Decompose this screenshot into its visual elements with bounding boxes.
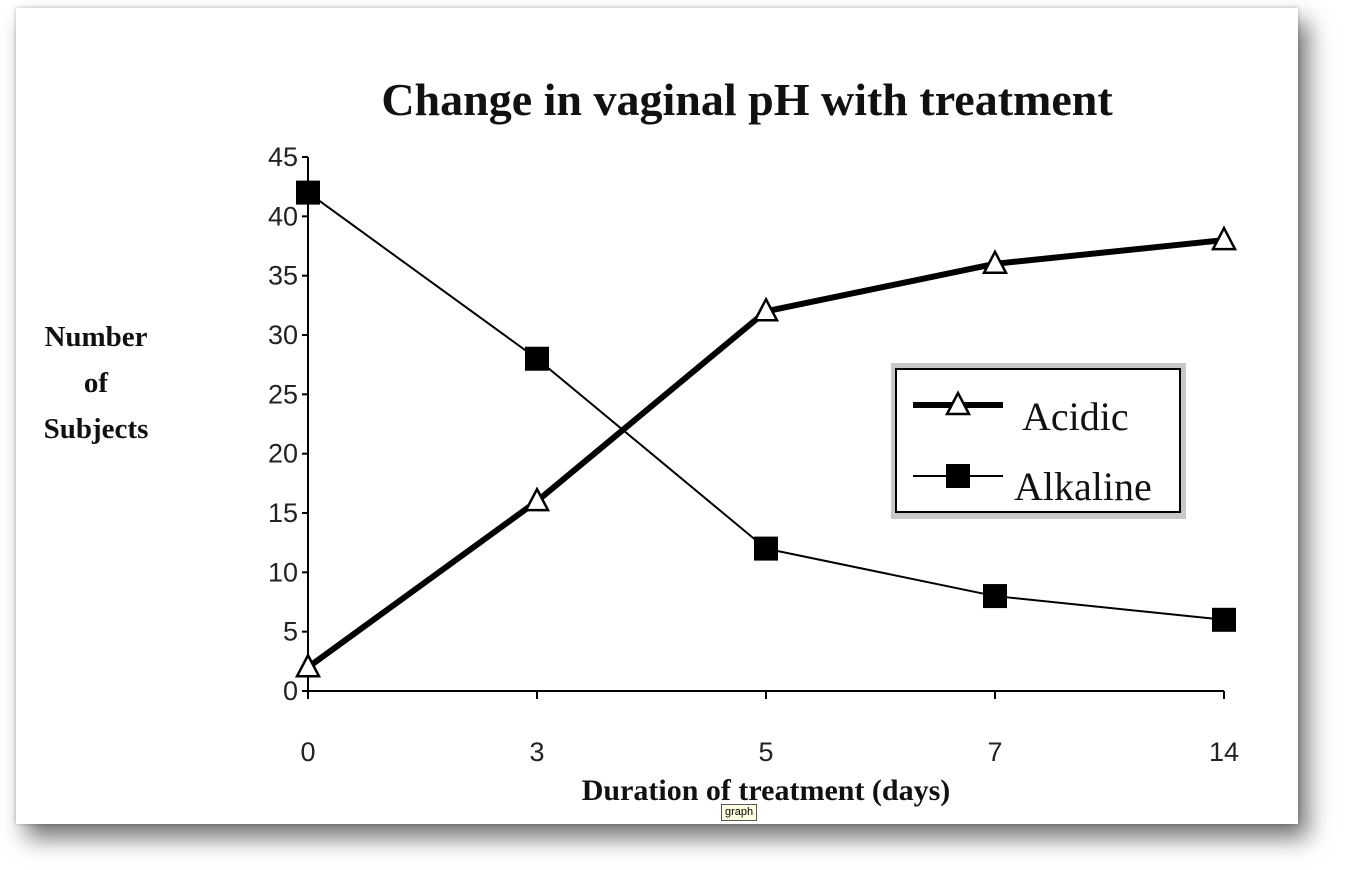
legend-box	[895, 368, 1181, 513]
alkaline-point	[1212, 607, 1236, 632]
y-tick-label: 45	[268, 142, 298, 172]
y-tick-label: 0	[283, 676, 298, 706]
x-tick-label: 0	[300, 737, 315, 767]
alkaline-point	[983, 584, 1007, 609]
x-tick-label: 7	[987, 737, 1002, 767]
y-tick-label: 25	[268, 379, 298, 409]
x-tick-label: 14	[1209, 737, 1239, 767]
series-layer	[294, 180, 1238, 678]
y-axis-label-line: Number	[44, 321, 147, 353]
legend: Acidic Alkaline	[891, 363, 1186, 519]
y-tick-label: 35	[268, 261, 298, 291]
acidic-point	[523, 486, 551, 512]
y-tick-label: 10	[268, 557, 298, 587]
y-tick-label: 20	[268, 439, 298, 469]
alkaline-point	[296, 180, 320, 205]
y-tick-label: 40	[268, 201, 298, 231]
y-axis-label-line: Subjects	[44, 413, 149, 445]
legend-acidic-label: Acidic	[1022, 394, 1129, 439]
y-tick-label: 15	[268, 498, 298, 528]
y-tick-label: 5	[283, 617, 298, 647]
x-axis-label: Duration of treatment (days)	[582, 774, 951, 807]
y-tick-label: 30	[268, 320, 298, 350]
chart-title: Change in vaginal pH with treatment	[381, 74, 1113, 125]
y-axis-label-line: of	[84, 367, 109, 399]
alkaline-point	[525, 346, 549, 371]
legend-acidic-marker	[944, 390, 972, 416]
acidic-point	[294, 652, 322, 678]
graph-tooltip: graph	[721, 804, 758, 821]
alkaline-point	[754, 536, 778, 561]
legend-alkaline-label: Alkaline	[1014, 464, 1152, 509]
acidic-point	[981, 249, 1009, 275]
chart-card: Change in vaginal pH with treatment Numb…	[16, 8, 1298, 824]
x-tick-label: 5	[758, 737, 773, 767]
acidic-point	[752, 296, 780, 322]
legend-alkaline-marker	[946, 464, 970, 488]
x-tick-label: 3	[529, 737, 544, 767]
acidic-point	[1210, 225, 1238, 251]
y-axis-label: Number of Subjects	[44, 321, 149, 445]
line-chart: Change in vaginal pH with treatment Numb…	[44, 74, 1239, 807]
axes	[302, 156, 1225, 699]
